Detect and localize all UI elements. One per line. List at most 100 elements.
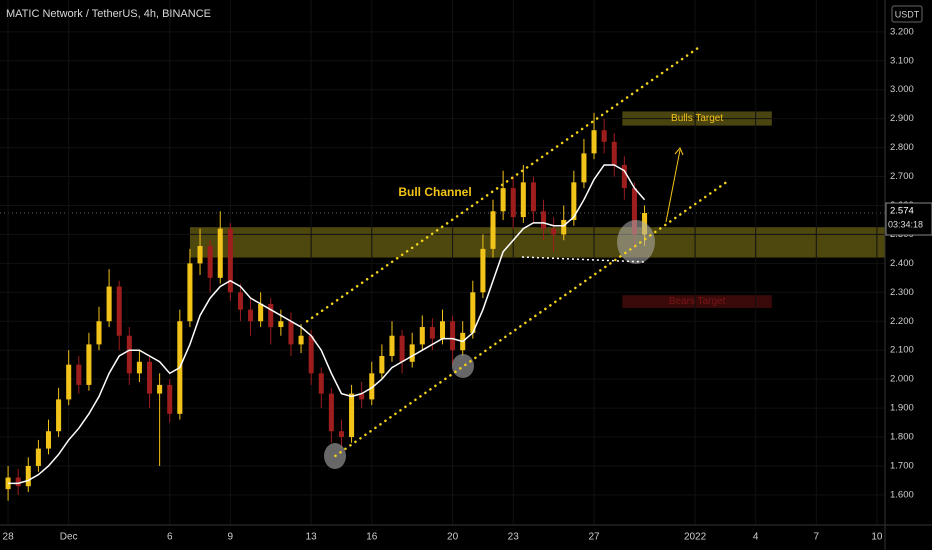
candle-body xyxy=(541,211,547,229)
candle-body xyxy=(601,130,607,142)
candle-body xyxy=(349,393,355,438)
target-label: Bulls Target xyxy=(671,113,723,124)
candle-body xyxy=(389,335,395,356)
time-axis-bg xyxy=(0,525,932,550)
price-tag xyxy=(885,202,932,236)
countdown: 03:34:18 xyxy=(888,219,923,229)
candle-body xyxy=(439,321,446,339)
y-tick-label: 1.800 xyxy=(890,432,914,443)
candle-body xyxy=(15,477,21,487)
candle-body xyxy=(328,393,334,432)
candle-body xyxy=(490,211,496,249)
drawings: Bull Channel Bulls Target Bears Target xyxy=(305,45,727,469)
candle-body xyxy=(470,292,476,333)
candle-body xyxy=(611,141,617,165)
candle-body xyxy=(197,246,203,264)
candle-body xyxy=(621,164,627,189)
candle-body xyxy=(520,182,526,218)
candle-body xyxy=(187,263,193,322)
y-tick-label: 1.600 xyxy=(890,489,914,500)
candle-body xyxy=(86,344,92,385)
y-tick-label: 2.300 xyxy=(890,287,914,298)
candle-body xyxy=(591,130,597,154)
axes: 1.600 1.700 1.800 1.900 2.000 2.100 2.200 2.300… xyxy=(3,26,932,543)
candle-body xyxy=(217,228,223,278)
candle-body xyxy=(480,248,486,293)
candle-body xyxy=(288,321,294,345)
candle-body xyxy=(106,286,112,322)
x-tick-label: 13 xyxy=(306,532,318,543)
zones xyxy=(0,111,885,308)
x-tick-label: 9 xyxy=(228,532,234,543)
candle-body xyxy=(429,327,435,339)
y-tick-label: 2.100 xyxy=(890,345,914,356)
y-tick-label: 3.000 xyxy=(890,84,914,95)
candle-body xyxy=(308,335,314,374)
channel-line xyxy=(334,181,727,458)
unit-label: USDT xyxy=(895,9,920,19)
candle-body xyxy=(318,373,324,394)
x-tick-label: 7 xyxy=(814,532,820,543)
candle-body xyxy=(338,431,344,438)
y-tick-label: 2.400 xyxy=(890,258,914,269)
channel-line xyxy=(305,45,701,323)
low-marker xyxy=(452,354,474,378)
candle-body xyxy=(278,321,284,328)
candle-body xyxy=(248,309,254,322)
candle-body xyxy=(551,228,557,235)
x-tick-label: 23 xyxy=(508,532,520,543)
candle-body xyxy=(571,182,577,220)
candle-body xyxy=(96,321,102,345)
candle-body xyxy=(631,188,637,235)
x-tick-label: 20 xyxy=(447,532,459,543)
candles xyxy=(5,112,648,501)
candle-body xyxy=(157,384,163,394)
candle-body xyxy=(207,246,213,278)
candle-body xyxy=(561,219,567,235)
neckline xyxy=(521,256,646,263)
candle-body xyxy=(581,153,587,183)
candle-body xyxy=(500,188,506,212)
target-arrowhead xyxy=(674,147,684,156)
candle-body xyxy=(35,448,41,466)
candle-body xyxy=(530,182,536,212)
candle-body xyxy=(25,465,31,487)
y-tick-label: 3.200 xyxy=(890,26,914,37)
x-tick-label: 6 xyxy=(167,532,173,543)
candle-body xyxy=(167,384,173,414)
y-tick-label: 2.900 xyxy=(890,113,914,124)
y-tick-label: 3.100 xyxy=(890,55,914,66)
candle-body xyxy=(56,399,62,432)
x-tick-label: 28 xyxy=(3,532,15,543)
target-arrow xyxy=(665,149,681,223)
candle-body xyxy=(510,188,516,218)
price-tag-label: 2.574 xyxy=(890,206,914,217)
target-box xyxy=(622,295,772,308)
candle-body xyxy=(258,303,264,322)
candle-body xyxy=(116,286,122,336)
chart-title: MATIC Network / TetherUS, 4h, BINANCE xyxy=(6,8,211,20)
candle-body xyxy=(298,335,304,345)
support-zone xyxy=(189,227,885,258)
candle-body xyxy=(126,335,132,374)
candle-body xyxy=(369,373,375,400)
annotation: Bull Channel xyxy=(398,185,471,199)
unit-box xyxy=(891,5,923,23)
x-tick-label: 4 xyxy=(753,532,759,543)
y-tick-label: 2.700 xyxy=(890,171,914,182)
candle-body xyxy=(450,321,456,351)
candle-body xyxy=(45,431,52,449)
candle-body xyxy=(359,393,365,400)
candle-body xyxy=(237,292,243,310)
candle-body xyxy=(379,355,385,374)
candle-body xyxy=(66,364,72,400)
candle-body xyxy=(76,364,82,385)
candle-body xyxy=(399,335,405,362)
price-axis-bg xyxy=(885,0,932,550)
grid xyxy=(0,0,885,525)
candle-body xyxy=(409,344,415,362)
y-tick-label: 2.800 xyxy=(890,142,914,153)
